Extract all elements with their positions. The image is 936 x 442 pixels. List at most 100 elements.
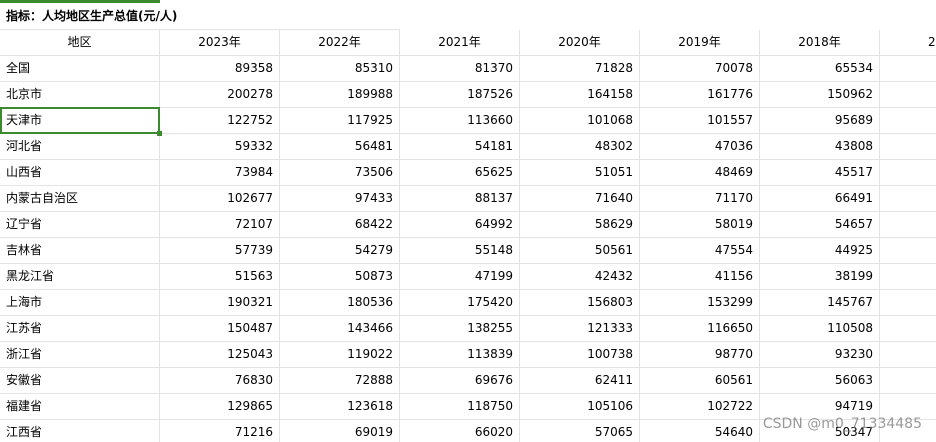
value-cell[interactable]: 56481 bbox=[280, 134, 400, 160]
region-cell[interactable]: 全国 bbox=[0, 56, 160, 82]
value-cell[interactable]: 119022 bbox=[280, 342, 400, 368]
value-cell[interactable]: 187526 bbox=[400, 82, 520, 108]
column-header[interactable]: 2018年 bbox=[760, 30, 880, 56]
value-cell[interactable]: 93230 bbox=[760, 342, 880, 368]
value-cell[interactable]: 153299 bbox=[640, 290, 760, 316]
value-cell[interactable]: 69019 bbox=[280, 420, 400, 442]
value-cell[interactable]: 180536 bbox=[280, 290, 400, 316]
value-cell[interactable]: 56063 bbox=[760, 368, 880, 394]
value-cell[interactable]: 73984 bbox=[160, 160, 280, 186]
value-cell[interactable]: 51563 bbox=[160, 264, 280, 290]
empty-cell[interactable] bbox=[880, 212, 936, 238]
value-cell[interactable]: 71828 bbox=[520, 56, 640, 82]
value-cell[interactable]: 57739 bbox=[160, 238, 280, 264]
column-header[interactable]: 201 bbox=[880, 30, 936, 56]
region-cell[interactable]: 吉林省 bbox=[0, 238, 160, 264]
value-cell[interactable]: 102722 bbox=[640, 394, 760, 420]
empty-cell[interactable] bbox=[880, 264, 936, 290]
value-cell[interactable]: 65625 bbox=[400, 160, 520, 186]
value-cell[interactable]: 117925 bbox=[280, 108, 400, 134]
value-cell[interactable]: 59332 bbox=[160, 134, 280, 160]
value-cell[interactable]: 71170 bbox=[640, 186, 760, 212]
value-cell[interactable]: 102677 bbox=[160, 186, 280, 212]
empty-cell[interactable] bbox=[880, 342, 936, 368]
region-cell[interactable]: 内蒙古自治区 bbox=[0, 186, 160, 212]
value-cell[interactable]: 110508 bbox=[760, 316, 880, 342]
value-cell[interactable]: 54181 bbox=[400, 134, 520, 160]
region-cell[interactable]: 天津市 bbox=[0, 108, 160, 134]
value-cell[interactable]: 145767 bbox=[760, 290, 880, 316]
value-cell[interactable]: 48302 bbox=[520, 134, 640, 160]
region-cell[interactable]: 辽宁省 bbox=[0, 212, 160, 238]
empty-cell[interactable] bbox=[880, 316, 936, 342]
value-cell[interactable]: 175420 bbox=[400, 290, 520, 316]
value-cell[interactable]: 50873 bbox=[280, 264, 400, 290]
value-cell[interactable]: 68422 bbox=[280, 212, 400, 238]
value-cell[interactable]: 101068 bbox=[520, 108, 640, 134]
value-cell[interactable]: 85310 bbox=[280, 56, 400, 82]
value-cell[interactable]: 143466 bbox=[280, 316, 400, 342]
value-cell[interactable]: 47199 bbox=[400, 264, 520, 290]
value-cell[interactable]: 48469 bbox=[640, 160, 760, 186]
value-cell[interactable]: 95689 bbox=[760, 108, 880, 134]
value-cell[interactable]: 150487 bbox=[160, 316, 280, 342]
value-cell[interactable]: 118750 bbox=[400, 394, 520, 420]
column-header[interactable]: 2021年 bbox=[400, 30, 520, 56]
value-cell[interactable]: 64992 bbox=[400, 212, 520, 238]
value-cell[interactable]: 73506 bbox=[280, 160, 400, 186]
column-header[interactable]: 2019年 bbox=[640, 30, 760, 56]
value-cell[interactable]: 66491 bbox=[760, 186, 880, 212]
value-cell[interactable]: 88137 bbox=[400, 186, 520, 212]
value-cell[interactable]: 38199 bbox=[760, 264, 880, 290]
empty-cell[interactable] bbox=[880, 238, 936, 264]
value-cell[interactable]: 101557 bbox=[640, 108, 760, 134]
value-cell[interactable]: 50347 bbox=[760, 420, 880, 442]
value-cell[interactable]: 125043 bbox=[160, 342, 280, 368]
value-cell[interactable]: 121333 bbox=[520, 316, 640, 342]
region-cell[interactable]: 北京市 bbox=[0, 82, 160, 108]
empty-cell[interactable] bbox=[880, 394, 936, 420]
region-cell[interactable]: 山西省 bbox=[0, 160, 160, 186]
value-cell[interactable]: 72107 bbox=[160, 212, 280, 238]
column-header[interactable]: 2023年 bbox=[160, 30, 280, 56]
value-cell[interactable]: 58629 bbox=[520, 212, 640, 238]
value-cell[interactable]: 43808 bbox=[760, 134, 880, 160]
region-cell[interactable]: 浙江省 bbox=[0, 342, 160, 368]
value-cell[interactable]: 122752 bbox=[160, 108, 280, 134]
value-cell[interactable]: 57065 bbox=[520, 420, 640, 442]
empty-cell[interactable] bbox=[880, 82, 936, 108]
empty-cell[interactable] bbox=[880, 134, 936, 160]
value-cell[interactable]: 71640 bbox=[520, 186, 640, 212]
value-cell[interactable]: 54657 bbox=[760, 212, 880, 238]
empty-cell[interactable] bbox=[880, 186, 936, 212]
value-cell[interactable]: 89358 bbox=[160, 56, 280, 82]
value-cell[interactable]: 47554 bbox=[640, 238, 760, 264]
value-cell[interactable]: 70078 bbox=[640, 56, 760, 82]
value-cell[interactable]: 42432 bbox=[520, 264, 640, 290]
empty-cell[interactable] bbox=[880, 290, 936, 316]
region-cell[interactable]: 江苏省 bbox=[0, 316, 160, 342]
value-cell[interactable]: 51051 bbox=[520, 160, 640, 186]
region-cell[interactable]: 上海市 bbox=[0, 290, 160, 316]
value-cell[interactable]: 94719 bbox=[760, 394, 880, 420]
empty-cell[interactable] bbox=[880, 160, 936, 186]
value-cell[interactable]: 41156 bbox=[640, 264, 760, 290]
value-cell[interactable]: 47036 bbox=[640, 134, 760, 160]
value-cell[interactable]: 105106 bbox=[520, 394, 640, 420]
value-cell[interactable]: 150962 bbox=[760, 82, 880, 108]
value-cell[interactable]: 116650 bbox=[640, 316, 760, 342]
column-header[interactable]: 2022年 bbox=[280, 30, 400, 56]
value-cell[interactable]: 65534 bbox=[760, 56, 880, 82]
value-cell[interactable]: 44925 bbox=[760, 238, 880, 264]
value-cell[interactable]: 54640 bbox=[640, 420, 760, 442]
region-cell[interactable]: 安徽省 bbox=[0, 368, 160, 394]
value-cell[interactable]: 113660 bbox=[400, 108, 520, 134]
value-cell[interactable]: 100738 bbox=[520, 342, 640, 368]
value-cell[interactable]: 164158 bbox=[520, 82, 640, 108]
value-cell[interactable]: 60561 bbox=[640, 368, 760, 394]
value-cell[interactable]: 81370 bbox=[400, 56, 520, 82]
value-cell[interactable]: 66020 bbox=[400, 420, 520, 442]
empty-cell[interactable] bbox=[880, 108, 936, 134]
region-cell[interactable]: 福建省 bbox=[0, 394, 160, 420]
value-cell[interactable]: 71216 bbox=[160, 420, 280, 442]
